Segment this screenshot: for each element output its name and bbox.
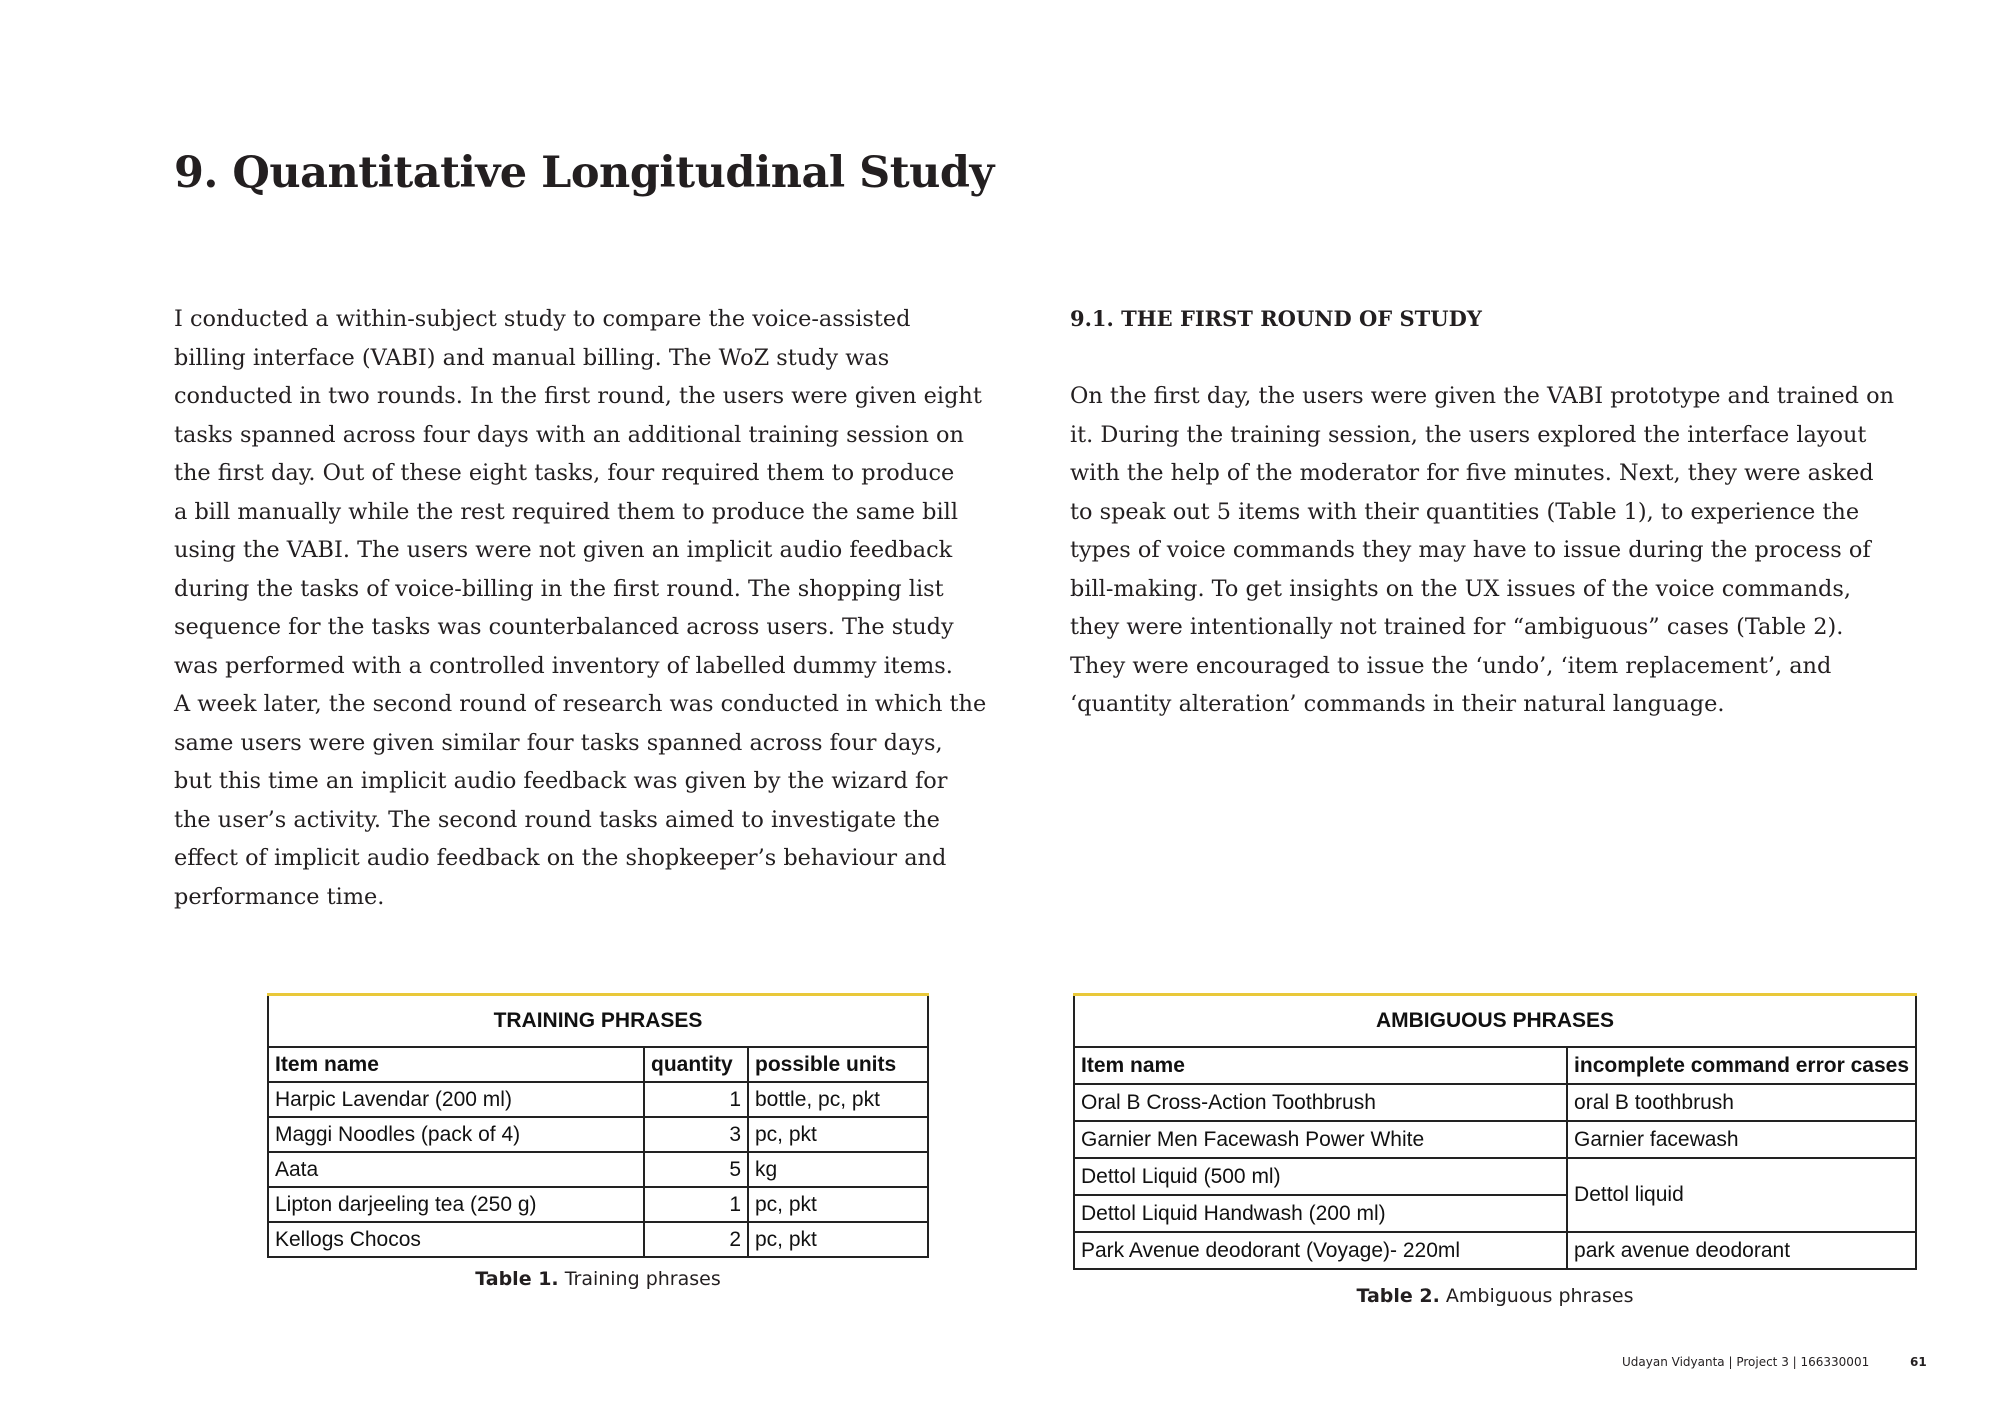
text-line: They were encouraged to issue the ‘undo’… bbox=[1070, 652, 1832, 679]
cell: Kellogs Chocos bbox=[267, 1221, 645, 1258]
table-row: Lipton darjeeling tea (250 g) 1 pc, pkt bbox=[267, 1186, 929, 1223]
table-row: Park Avenue deodorant (Voyage)- 220ml par… bbox=[1072, 1231, 1917, 1270]
table-row: Maggi Noodles (pack of 4) 3 pc, pkt bbox=[267, 1116, 929, 1153]
text-line: On the first day, the users were given t… bbox=[1070, 383, 1895, 409]
page-title: 9. Quantitative Longitudinal Study bbox=[174, 148, 994, 198]
cell: Harpic Lavendar (200 ml) bbox=[267, 1081, 645, 1118]
column-header: quantity bbox=[643, 1046, 749, 1083]
table-2-caption: Table 2. Ambiguous phrases bbox=[1073, 1285, 1917, 1307]
table-title: TRAINING PHRASES bbox=[267, 993, 929, 1048]
cell: 2 bbox=[643, 1221, 749, 1258]
text-line: but this time an implicit audio feedback… bbox=[174, 768, 948, 794]
cell: Garnier Men Facewash Power White bbox=[1072, 1120, 1569, 1159]
cell: Aata bbox=[267, 1151, 645, 1188]
column-header: Item name bbox=[1072, 1046, 1569, 1085]
caption-label: Table 1. bbox=[475, 1268, 559, 1290]
cell: Dettol Liquid (500 ml) bbox=[1072, 1157, 1569, 1196]
text-line: ‘quantity alteration’ commands in their … bbox=[1070, 691, 1725, 717]
cell: pc, pkt bbox=[747, 1116, 929, 1153]
text-line: a bill manually while the rest required … bbox=[174, 498, 958, 525]
caption-label: Table 2. bbox=[1356, 1285, 1440, 1307]
text-line: the first day. Out of these eight tasks,… bbox=[174, 460, 955, 486]
table-row: Kellogs Chocos 2 pc, pkt bbox=[267, 1221, 929, 1258]
cell: bottle, pc, pkt bbox=[747, 1081, 929, 1118]
footer-author: Udayan Vidyanta | Project 3 | 166330001 bbox=[1622, 1355, 1870, 1369]
cell: 5 bbox=[643, 1151, 749, 1188]
section-9-1: 9.1. THE FIRST ROUND OF STUDY On the fir… bbox=[1070, 300, 1930, 724]
cell: Maggi Noodles (pack of 4) bbox=[267, 1116, 645, 1153]
cell: Oral B Cross-Action Toothbrush bbox=[1072, 1083, 1569, 1122]
text-line: to speak out 5 items with their quantiti… bbox=[1070, 498, 1860, 525]
text-line: they were intentionally not trained for … bbox=[1070, 614, 1844, 640]
table-title: AMBIGUOUS PHRASES bbox=[1073, 993, 1917, 1048]
cell: Lipton darjeeling tea (250 g) bbox=[267, 1186, 645, 1223]
text-line: conducted in two rounds. In the first ro… bbox=[174, 383, 982, 409]
table-1-caption: Table 1. Training phrases bbox=[267, 1268, 929, 1290]
table-row: Harpic Lavendar (200 ml) 1 bottle, pc, pkt bbox=[267, 1081, 929, 1118]
column-header: incomplete command error cases bbox=[1566, 1046, 1917, 1085]
text-line: tasks spanned across four days with an a… bbox=[174, 421, 964, 448]
text-line: using the VABI. The users were not given… bbox=[174, 537, 953, 563]
text-line: it. During the training session, the use… bbox=[1070, 421, 1867, 448]
text-line: sequence for the tasks was counterbalanc… bbox=[174, 614, 954, 640]
table-row: Dettol Liquid Handwash (200 ml) bbox=[1072, 1194, 1916, 1233]
cell: Dettol Liquid Handwash (200 ml) bbox=[1072, 1194, 1569, 1233]
text-line: bill-making. To get insights on the UX i… bbox=[1070, 575, 1851, 602]
table-row: Aata 5 kg bbox=[267, 1151, 929, 1188]
training-phrases-table: TRAINING PHRASES Item name quantity poss… bbox=[267, 993, 929, 1258]
page-number: 61 bbox=[1910, 1355, 1927, 1369]
text-line: during the tasks of voice-billing in the… bbox=[174, 575, 944, 602]
text-line: same users were given similar four tasks… bbox=[174, 729, 943, 756]
text-line: was performed with a controlled inventor… bbox=[174, 652, 953, 679]
text-line: effect of implicit audio feedback on the… bbox=[174, 845, 947, 871]
cell: 3 bbox=[643, 1116, 749, 1153]
text-line: the user’s activity. The second round ta… bbox=[174, 806, 940, 833]
text-line: I conducted a within-subject study to co… bbox=[174, 306, 911, 332]
text-line: billing interface (VABI) and manual bill… bbox=[174, 344, 890, 371]
merged-cell: Dettol liquid bbox=[1566, 1157, 1917, 1233]
intro-paragraph: I conducted a within-subject study to co… bbox=[174, 300, 1014, 916]
ambiguous-phrases-table: AMBIGUOUS PHRASES Item name incomplete c… bbox=[1072, 993, 1917, 1270]
text-line: with the help of the moderator for five … bbox=[1070, 460, 1874, 486]
table-row: Dettol Liquid (500 ml) Dettol liquid bbox=[1072, 1157, 1917, 1233]
cell: oral B toothbrush bbox=[1566, 1083, 1917, 1122]
cell: 1 bbox=[643, 1186, 749, 1223]
cell: kg bbox=[747, 1151, 929, 1188]
cell: 1 bbox=[643, 1081, 749, 1118]
section-heading: 9.1. THE FIRST ROUND OF STUDY bbox=[1070, 306, 1482, 331]
table-row: Garnier Men Facewash Power White Garnier … bbox=[1072, 1120, 1917, 1159]
column-header: Item name bbox=[267, 1046, 645, 1083]
cell: park avenue deodorant bbox=[1566, 1231, 1917, 1270]
text-line: A week later, the second round of resear… bbox=[174, 691, 987, 717]
cell: pc, pkt bbox=[747, 1186, 929, 1223]
text-line: performance time. bbox=[174, 883, 385, 910]
text-line: types of voice commands they may have to… bbox=[1070, 537, 1871, 563]
table-row: Oral B Cross-Action Toothbrush oral B too… bbox=[1072, 1083, 1917, 1122]
caption-text: Training phrases bbox=[564, 1268, 721, 1290]
cell: Garnier facewash bbox=[1566, 1120, 1917, 1159]
cell: Park Avenue deodorant (Voyage)- 220ml bbox=[1072, 1231, 1569, 1270]
cell: pc, pkt bbox=[747, 1221, 929, 1258]
caption-text: Ambiguous phrases bbox=[1445, 1285, 1634, 1307]
column-header: possible units bbox=[747, 1046, 929, 1083]
